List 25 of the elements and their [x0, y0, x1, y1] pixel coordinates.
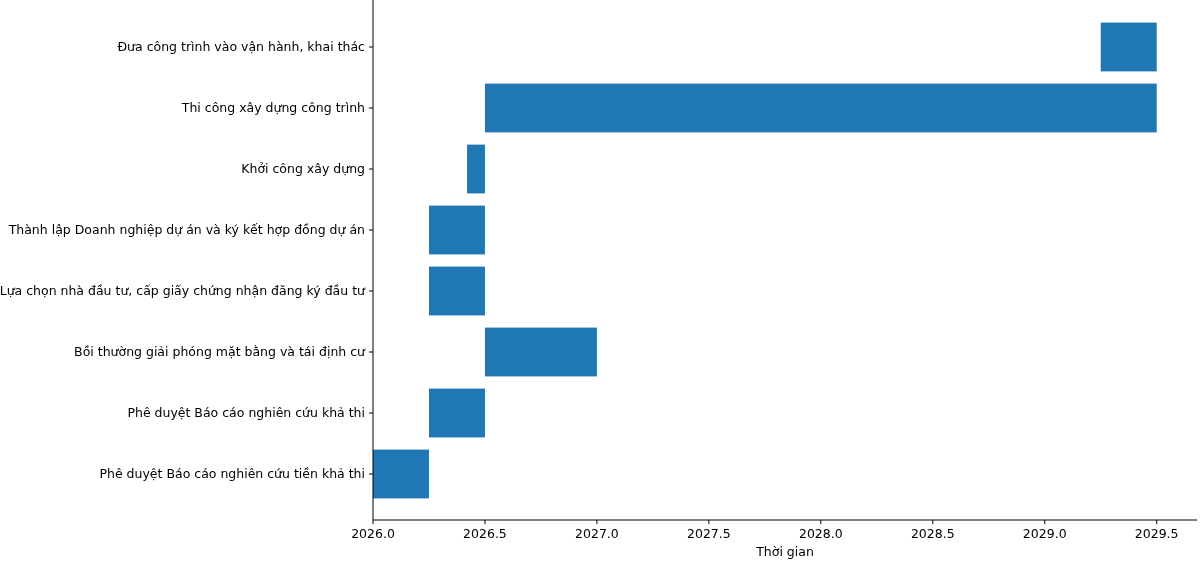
x-axis-title: Thời gian [755, 544, 814, 559]
y-tick-label: Lựa chọn nhà đầu tư, cấp giấy chứng nhận đăng ký đầu tư [0, 283, 367, 299]
x-tick-label: 2029.5 [1134, 526, 1179, 541]
y-tick-label: Phê duyệt Báo cáo nghiên cứu khả thi [127, 405, 365, 421]
x-tick-label: 2026.5 [463, 526, 507, 541]
bar [484, 83, 1157, 133]
bar [467, 144, 485, 194]
y-tick-label: Phê duyệt Báo cáo nghiên cứu tiền khả thi [99, 466, 365, 482]
bar [428, 388, 485, 438]
bar [484, 327, 597, 377]
bar [428, 266, 485, 316]
bar [1100, 22, 1157, 72]
y-tick-label: Thành lập Doanh nghiệp dự án và ký kết hợp đồng dự án [7, 222, 365, 238]
x-tick-label: 2028.5 [910, 526, 955, 541]
y-tick-label: Khởi công xây dựng [241, 161, 365, 177]
y-tick-label: Thi công xây dựng công trình [180, 100, 365, 116]
bar [373, 449, 429, 499]
bar [428, 205, 485, 255]
x-tick-label: 2027.5 [686, 526, 731, 541]
y-tick-label: Bồi thường giải phóng mặt bằng và tái định cư [74, 344, 367, 360]
x-tick-label: 2027.0 [575, 526, 619, 541]
x-tick-label: 2029.0 [1022, 526, 1067, 541]
x-tick-label: 2028.0 [798, 526, 843, 541]
x-tick-label: 2026.0 [351, 526, 395, 541]
y-tick-label: Đưa công trình vào vận hành, khai thác [117, 39, 366, 55]
